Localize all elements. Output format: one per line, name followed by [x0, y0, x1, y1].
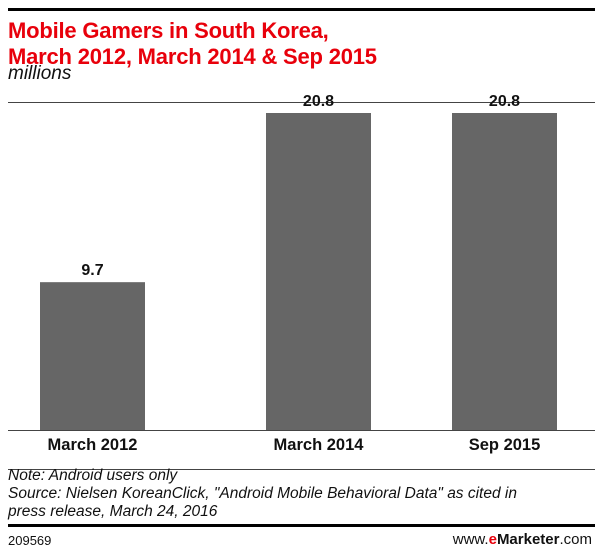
category-label-1: March 2014	[274, 436, 365, 454]
notes: Note: Android users only Source: Nielsen…	[8, 467, 517, 521]
top-rule	[8, 8, 595, 11]
data-label-0: 9.7	[81, 262, 103, 279]
note-text: Note: Android users only	[8, 467, 178, 484]
chart-title: Mobile Gamers in South Korea, March 2012…	[8, 18, 377, 70]
data-label-1: 20.8	[303, 93, 334, 110]
bottom-rule	[8, 524, 595, 527]
chart-id: 209569	[8, 533, 52, 548]
notes-rule	[8, 469, 595, 470]
data-label-2: 20.8	[489, 93, 520, 110]
brand-suffix: .com	[559, 531, 592, 548]
header-rule	[8, 102, 595, 103]
bar-2	[452, 113, 557, 430]
bar-0	[40, 282, 145, 430]
category-label-2: Sep 2015	[469, 436, 541, 454]
emarketer-logo: www.eMarketer.com	[453, 531, 592, 548]
category-label-0: March 2012	[48, 436, 138, 454]
title-line-1: Mobile Gamers in South Korea,	[8, 18, 329, 43]
brand-prefix: www.	[452, 531, 489, 548]
source-text-2: press release, March 24, 2016	[8, 503, 218, 520]
chart-subtitle: millions	[8, 63, 72, 84]
brand-e: e	[488, 531, 497, 548]
title-line-2: March 2012, March 2014 & Sep 2015	[8, 44, 377, 69]
source-text-1: Source: Nielsen KoreanClick, "Android Mo…	[8, 485, 517, 502]
brand-name: Marketer	[496, 531, 560, 548]
bar-1	[266, 113, 371, 430]
